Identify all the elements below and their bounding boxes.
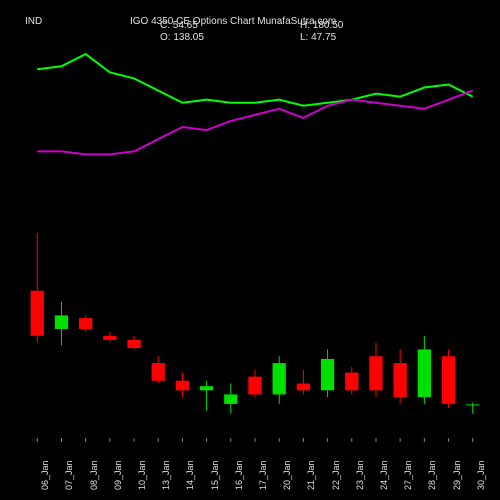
x-axis-labels: 06_Jan 07_Jan 08_Jan 09_Jan 10_Jan 13_Jan 14_J… bbox=[25, 446, 475, 496]
x-tick-label: 17_Jan bbox=[258, 460, 268, 490]
x-tick-label: 07_Jan bbox=[64, 460, 74, 490]
x-tick-label: 08_Jan bbox=[89, 460, 99, 490]
quote-high: H: 180.50 bbox=[300, 20, 343, 31]
quote-close: C: 54.65 bbox=[160, 20, 198, 31]
x-tick-label: 23_Jan bbox=[355, 460, 365, 490]
x-tick-label: 28_Jan bbox=[427, 460, 437, 490]
x-tick-label: 06_Jan bbox=[40, 460, 50, 490]
x-tick-label: 21_Jan bbox=[306, 460, 316, 490]
ticker-symbol: IND bbox=[25, 16, 42, 27]
x-tick-label: 27_Jan bbox=[403, 460, 413, 490]
price-chart bbox=[0, 0, 500, 500]
quote-low: L: 47.75 bbox=[300, 32, 336, 43]
x-tick-label: 16_Jan bbox=[234, 460, 244, 490]
x-tick-label: 30_Jan bbox=[476, 460, 486, 490]
x-tick-label: 29_Jan bbox=[452, 460, 462, 490]
x-tick-label: 20_Jan bbox=[282, 460, 292, 490]
x-tick-label: 09_Jan bbox=[113, 460, 123, 490]
x-tick-label: 24_Jan bbox=[379, 460, 389, 490]
x-tick-label: 22_Jan bbox=[331, 460, 341, 490]
quote-open: O: 138.05 bbox=[160, 32, 204, 43]
x-tick-label: 15_Jan bbox=[210, 460, 220, 490]
x-tick-label: 14_Jan bbox=[185, 460, 195, 490]
x-tick-label: 10_Jan bbox=[137, 460, 147, 490]
x-tick-label: 13_Jan bbox=[161, 460, 171, 490]
